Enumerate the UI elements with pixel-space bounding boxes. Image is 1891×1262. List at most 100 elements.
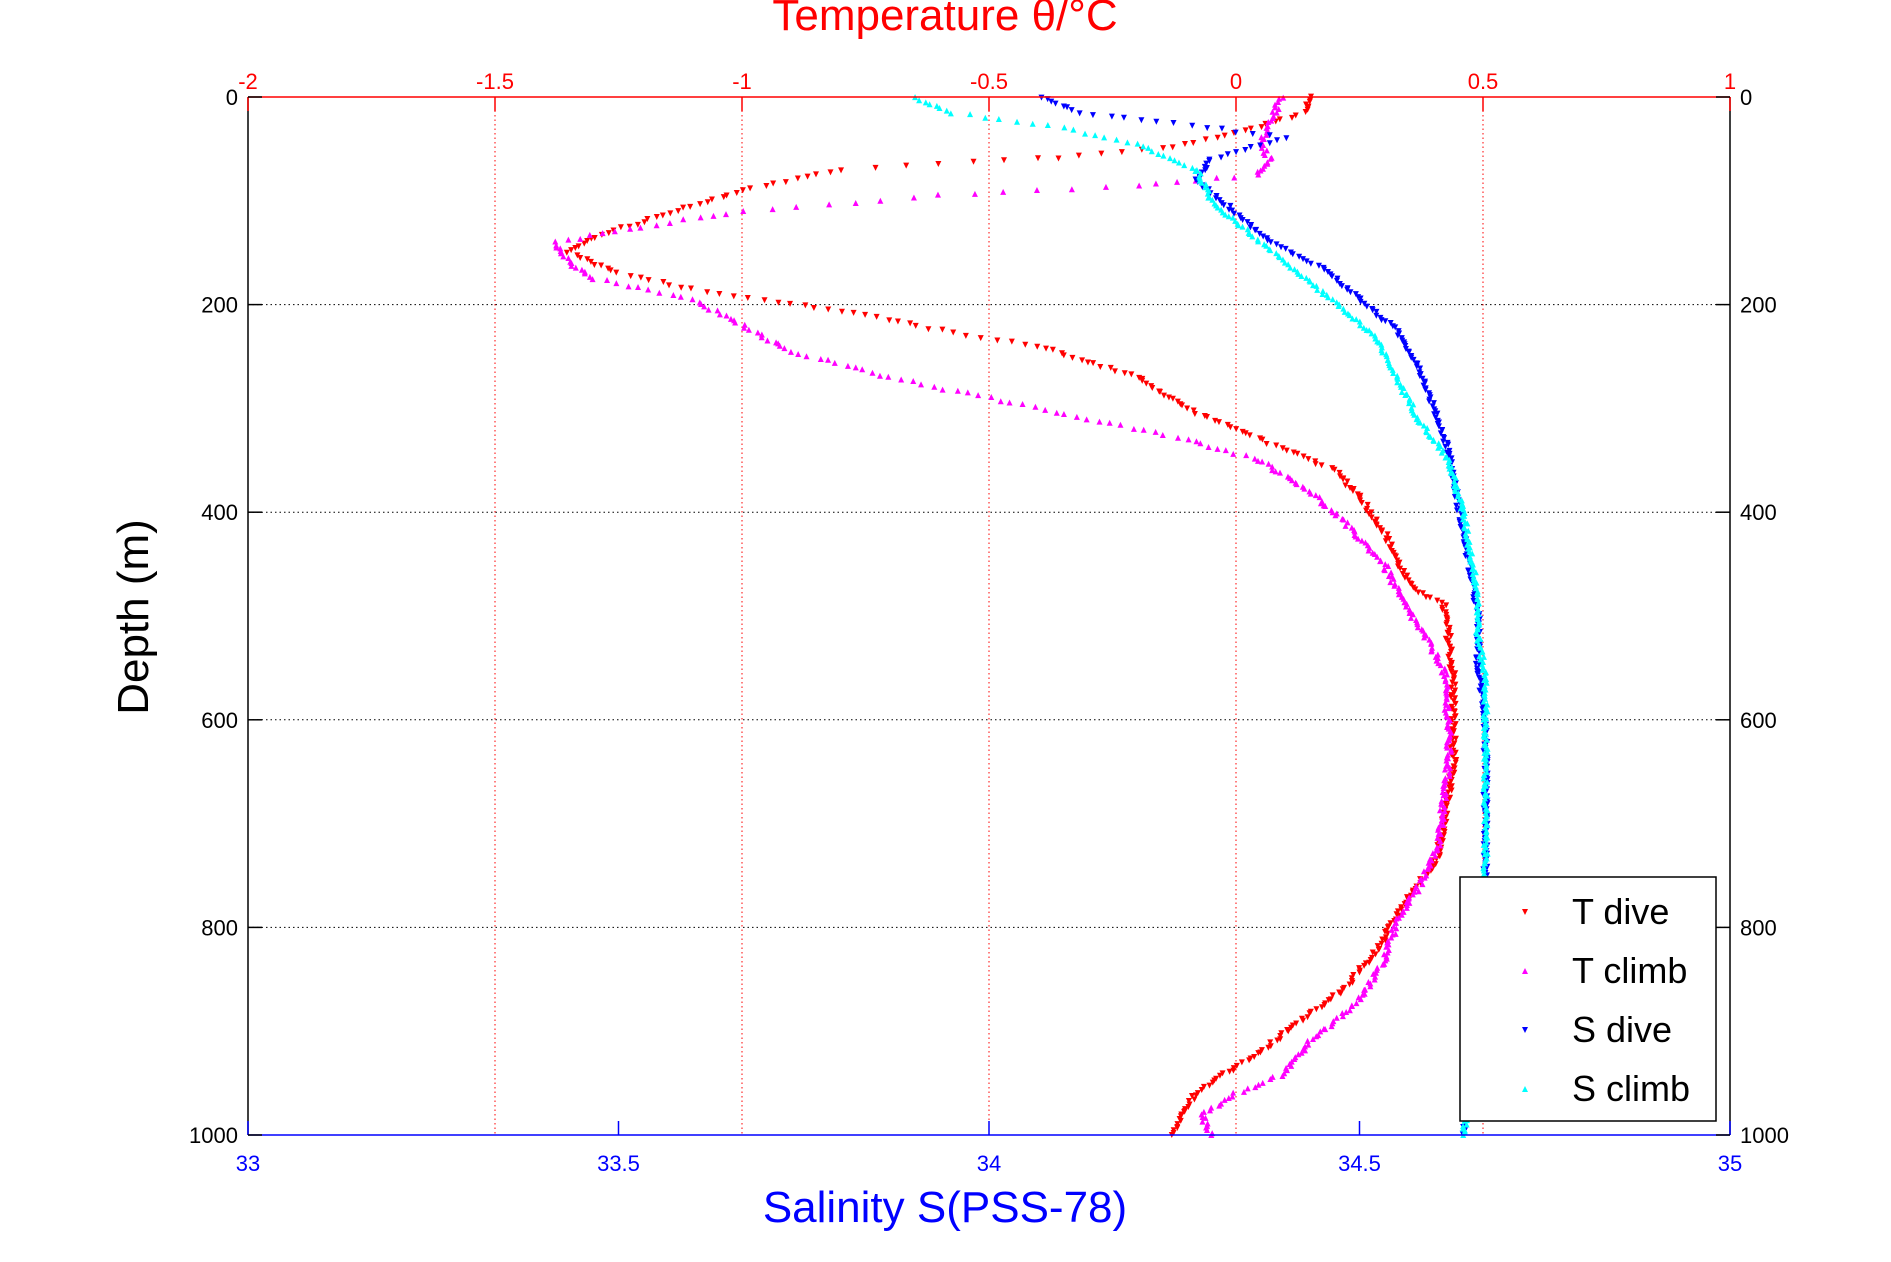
data-point [1238,1059,1245,1066]
data-point [1264,160,1271,167]
data-point [1448,455,1455,462]
data-point [1378,344,1385,351]
data-point [1378,940,1385,947]
data-point [1273,250,1280,257]
data-point [1346,312,1353,319]
data-point [1352,291,1359,298]
data-point [1293,481,1300,488]
data-point [903,162,910,169]
data-point [677,293,684,300]
data-point [1424,865,1431,872]
data-point [1218,154,1225,161]
data-point [1255,238,1262,245]
data-point [1000,188,1007,195]
data-point [1269,463,1276,470]
data-point [1444,713,1451,720]
data-point [1014,118,1021,125]
data-point [1288,477,1295,484]
data-point [1225,213,1232,220]
data-point [720,194,727,201]
data-point [1272,468,1279,475]
data-point [1157,388,1164,395]
data-point [931,383,938,390]
data-point [1481,692,1488,699]
data-point [1400,595,1407,602]
data-point [604,277,611,284]
data-point [1068,107,1075,114]
data-point [1263,131,1270,138]
data-point [1482,828,1489,835]
data-point [1478,649,1485,656]
data-point [1445,458,1452,465]
data-point [1351,528,1358,535]
data-point [1318,462,1325,469]
data-point [1231,174,1238,181]
data-point [1411,411,1418,418]
data-point [1300,256,1307,263]
data-point [1242,147,1249,154]
data-point [1388,569,1395,576]
left-axis-tick-label: 600 [201,708,238,733]
data-point [1267,1076,1274,1083]
data-point [935,161,942,168]
data-point [1394,332,1401,339]
data-point [1394,375,1401,382]
data-point [1422,387,1429,394]
data-point [670,291,677,298]
data-point [1202,136,1209,143]
data-point [859,366,866,373]
data-point [1477,635,1484,642]
top-axis-title: Temperature θ/°C [772,0,1117,40]
data-point [1431,411,1438,418]
data-point [1452,488,1459,495]
data-point [1414,624,1421,631]
data-point [1307,260,1314,267]
data-point [1442,454,1449,461]
data-point [1397,565,1404,572]
data-point [907,320,914,327]
data-point [698,300,705,307]
data-point [1470,575,1477,582]
data-point [723,312,730,319]
data-point [1134,140,1141,147]
bottom-axis-title: Salinity S(PSS-78) [763,1183,1127,1232]
data-point [1440,792,1447,799]
data-point [1216,1072,1223,1079]
data-point [1436,853,1443,860]
data-point [1333,1014,1340,1021]
data-point [1336,469,1343,476]
data-point [1301,485,1308,492]
data-point [1029,120,1036,127]
data-point [1278,244,1285,251]
data-point [1145,144,1152,151]
data-point [1160,145,1167,152]
data-point [1461,525,1468,532]
right-axis-tick-label: 1000 [1740,1123,1789,1148]
data-point [1207,1107,1214,1114]
data-point [1406,349,1413,356]
data-point [804,173,811,180]
data-point [1435,444,1442,451]
data-point [1310,1035,1317,1042]
data-point [910,194,917,201]
data-point [1064,104,1071,111]
data-point [1445,637,1452,644]
data-point [1423,429,1430,436]
data-point [852,364,859,371]
data-point [1402,603,1409,610]
data-point [563,249,570,256]
data-point [1138,117,1145,124]
data-point [1348,1002,1355,1009]
data-point [1382,934,1389,941]
data-point [1382,937,1389,944]
data-point [1298,1049,1305,1056]
data-point [970,158,977,165]
data-point [1391,582,1398,589]
data-point [1446,447,1453,454]
data-point [1482,765,1489,772]
data-point [714,307,721,314]
data-point [967,111,974,118]
data-point [1344,519,1351,526]
data-point [1378,341,1385,348]
